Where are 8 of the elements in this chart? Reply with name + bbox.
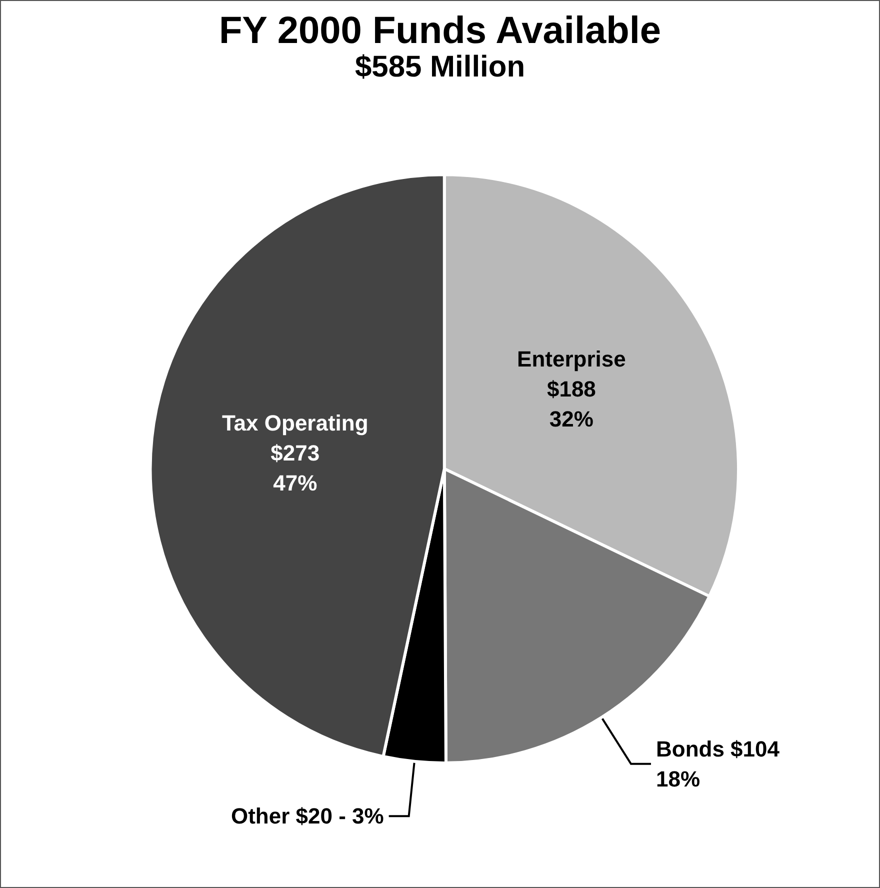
slice-label: Tax Operating — [222, 410, 368, 436]
slice-label: Other $20 - 3% — [230, 804, 384, 829]
slice-label: Enterprise — [517, 346, 626, 372]
data-label: $188 32% — [546, 376, 596, 432]
chart-title: FY 2000 Funds Available — [218, 10, 662, 52]
data-label: $273 47% — [270, 440, 320, 496]
slice-label: Bonds $104 18% — [656, 736, 780, 792]
chart-subtitle: $585 Million — [354, 50, 526, 84]
